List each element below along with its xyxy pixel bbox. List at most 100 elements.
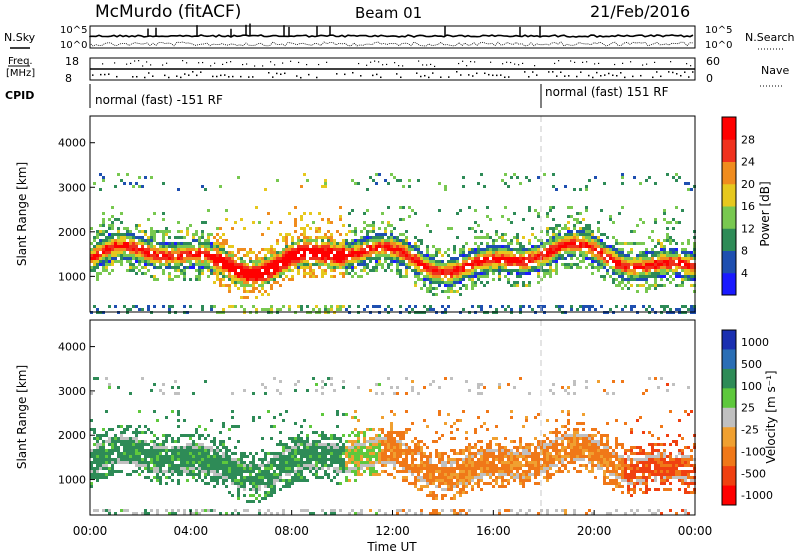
scatter-cell bbox=[621, 269, 624, 272]
scatter-cell bbox=[192, 263, 195, 266]
scatter-cell bbox=[138, 464, 141, 467]
scatter-cell bbox=[483, 263, 486, 266]
scatter-cell bbox=[600, 239, 603, 242]
scatter-cell bbox=[126, 449, 129, 452]
scatter-cell bbox=[381, 440, 384, 443]
scatter-cell bbox=[201, 245, 204, 248]
scatter-cell bbox=[267, 479, 270, 482]
scatter-cell bbox=[315, 461, 318, 464]
scatter-cell bbox=[444, 467, 447, 470]
scatter-cell bbox=[198, 269, 201, 272]
scatter-cell bbox=[351, 254, 354, 257]
scatter-cell bbox=[312, 239, 315, 242]
scatter-cell bbox=[393, 440, 396, 443]
scatter-cell bbox=[495, 458, 498, 461]
scatter-cell bbox=[690, 188, 693, 191]
scatter-cell bbox=[294, 248, 297, 251]
scatter-cell bbox=[150, 233, 153, 236]
scatter-cell bbox=[390, 230, 393, 233]
scatter-cell bbox=[141, 185, 144, 188]
scatter-cell bbox=[303, 245, 306, 248]
scatter-cell bbox=[327, 377, 330, 380]
scatter-cell bbox=[234, 425, 237, 428]
scatter-cell bbox=[351, 230, 354, 233]
scatter-cell bbox=[453, 512, 456, 515]
scatter-cell bbox=[195, 479, 198, 482]
scatter-cell bbox=[528, 179, 531, 182]
scatter-cell bbox=[369, 251, 372, 254]
scatter-cell bbox=[294, 221, 297, 224]
scatter-cell bbox=[645, 272, 648, 275]
scatter-cell bbox=[264, 248, 267, 251]
scatter-cell bbox=[486, 266, 489, 269]
nave-point bbox=[560, 71, 562, 74]
nave-point bbox=[102, 63, 104, 65]
scatter-cell bbox=[213, 236, 216, 239]
scatter-cell bbox=[255, 275, 258, 278]
nave-point bbox=[600, 75, 602, 77]
scatter-cell bbox=[147, 251, 150, 254]
scatter-cell bbox=[414, 257, 417, 260]
scatter-cell bbox=[354, 416, 357, 419]
scatter-cell bbox=[228, 266, 231, 269]
scatter-cell bbox=[96, 248, 99, 251]
scatter-cell bbox=[372, 455, 375, 458]
scatter-cell bbox=[177, 458, 180, 461]
scatter-cell bbox=[129, 266, 132, 269]
scatter-cell bbox=[606, 260, 609, 263]
scatter-cell bbox=[108, 467, 111, 470]
scatter-cell bbox=[99, 257, 102, 260]
scatter-cell bbox=[294, 266, 297, 269]
scatter-cell bbox=[462, 245, 465, 248]
scatter-cell bbox=[456, 272, 459, 275]
scatter-cell bbox=[156, 467, 159, 470]
scatter-cell bbox=[402, 509, 405, 512]
scatter-cell bbox=[639, 260, 642, 263]
scatter-cell bbox=[186, 251, 189, 254]
scatter-cell bbox=[270, 251, 273, 254]
scatter-cell bbox=[108, 272, 111, 275]
scatter-cell bbox=[480, 509, 483, 512]
scatter-cell bbox=[90, 248, 93, 251]
scatter-cell bbox=[306, 449, 309, 452]
scatter-cell bbox=[573, 188, 576, 191]
scatter-cell bbox=[282, 260, 285, 263]
scatter-cell bbox=[246, 509, 249, 512]
scatter-cell bbox=[474, 476, 477, 479]
scatter-cell bbox=[522, 269, 525, 272]
scatter-cell bbox=[471, 485, 474, 488]
scatter-cell bbox=[291, 455, 294, 458]
scatter-cell bbox=[222, 482, 225, 485]
scatter-cell bbox=[216, 254, 219, 257]
scatter-cell bbox=[465, 455, 468, 458]
scatter-cell bbox=[558, 257, 561, 260]
scatter-cell bbox=[204, 266, 207, 269]
scatter-cell bbox=[429, 266, 432, 269]
scatter-cell bbox=[96, 476, 99, 479]
scatter-cell bbox=[600, 242, 603, 245]
scatter-cell bbox=[525, 272, 528, 275]
scatter-cell bbox=[666, 221, 669, 224]
scatter-cell bbox=[162, 233, 165, 236]
scatter-cell bbox=[273, 275, 276, 278]
nsky-label: N.Sky bbox=[4, 31, 36, 44]
nave-point bbox=[588, 74, 590, 77]
scatter-cell bbox=[642, 275, 645, 278]
scatter-cell bbox=[684, 272, 687, 275]
scatter-cell bbox=[315, 389, 318, 392]
scatter-cell bbox=[393, 236, 396, 239]
scatter-cell bbox=[375, 251, 378, 254]
scatter-cell bbox=[528, 260, 531, 263]
scatter-cell bbox=[609, 266, 612, 269]
noise-tick-left-top: 10^5 bbox=[60, 25, 87, 36]
scatter-cell bbox=[207, 257, 210, 260]
scatter-cell bbox=[324, 245, 327, 248]
colorbar-segment bbox=[722, 139, 736, 162]
scatter-cell bbox=[555, 269, 558, 272]
scatter-cell bbox=[387, 254, 390, 257]
scatter-cell bbox=[381, 239, 384, 242]
scatter-cell bbox=[198, 242, 201, 245]
scatter-cell bbox=[381, 221, 384, 224]
scatter-cell bbox=[414, 470, 417, 473]
scatter-cell bbox=[183, 260, 186, 263]
